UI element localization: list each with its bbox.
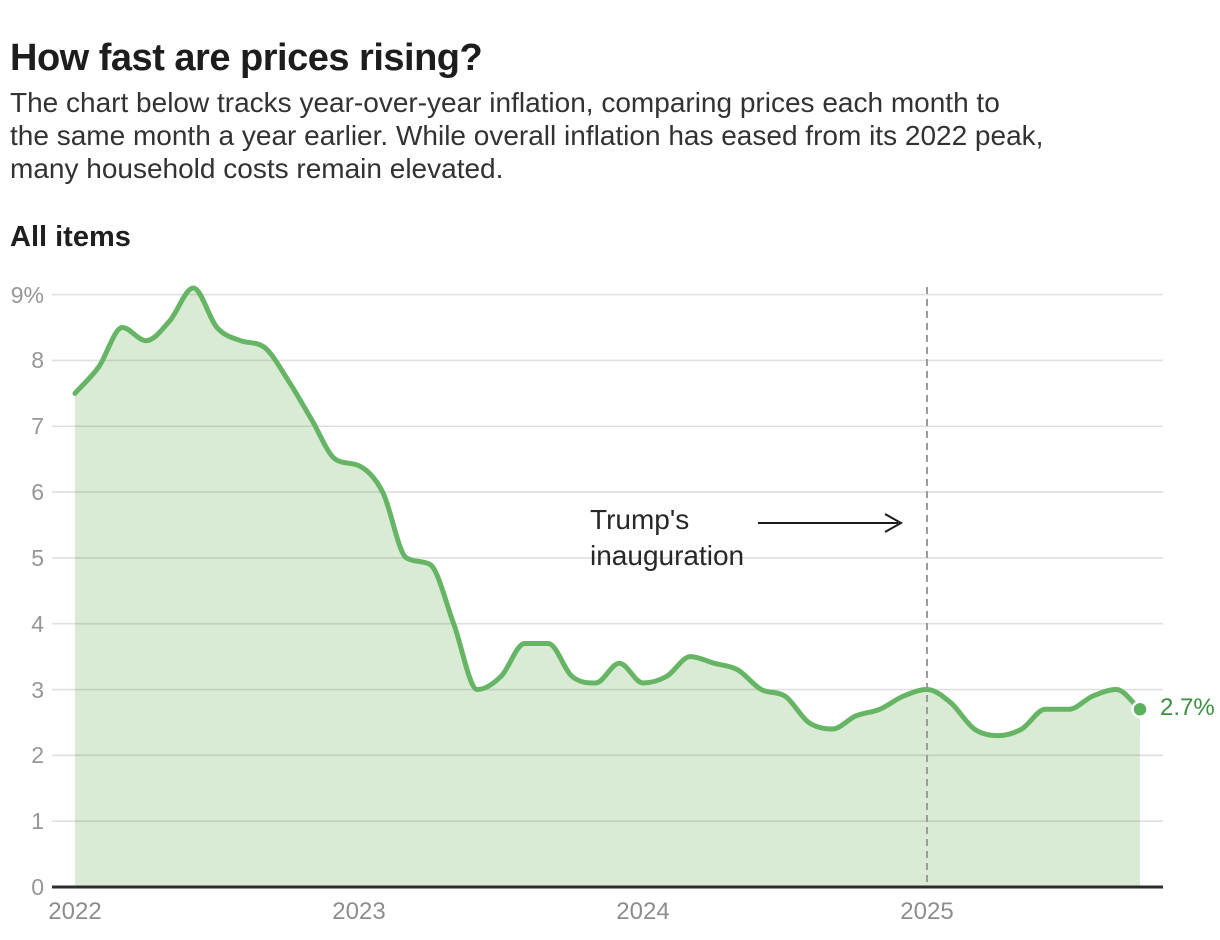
x-axis-label: 2022 — [48, 898, 102, 925]
y-axis-label: 1 — [31, 808, 44, 835]
chart-description: The chart below tracks year-over-year in… — [10, 86, 1043, 185]
series-label: All items — [10, 221, 131, 253]
page-title: How fast are prices rising? — [10, 37, 483, 80]
y-axis-label: 0 — [31, 874, 44, 900]
x-axis-label: 2024 — [616, 898, 670, 925]
annotation-line: Trump's — [590, 504, 690, 535]
area-fill — [75, 288, 1141, 887]
y-axis-label: 6 — [31, 479, 44, 506]
y-axis-label: 8 — [31, 347, 44, 374]
y-axis-label: 4 — [31, 610, 44, 637]
y-axis-label: 7 — [31, 413, 44, 440]
inauguration-annotation: Trump's inauguration — [590, 502, 744, 574]
x-axis-label: 2025 — [900, 898, 954, 925]
annotation-line: inauguration — [590, 540, 745, 571]
description-line: The chart below tracks year-over-year in… — [10, 87, 1000, 118]
y-axis-label: 3 — [31, 676, 44, 703]
end-point-dot — [1131, 700, 1149, 719]
y-axis-label: 9% — [10, 281, 44, 308]
x-axis-label: 2023 — [332, 898, 386, 925]
y-axis-label: 5 — [31, 544, 44, 571]
annotation-arrow-head — [884, 513, 904, 533]
y-axis-label: 2 — [31, 742, 44, 769]
end-value-label: 2.7% — [1160, 694, 1215, 721]
trend-line — [72, 285, 1143, 739]
description-line: many household costs remain elevated. — [10, 153, 504, 184]
description-line: the same month a year earlier. While ove… — [10, 120, 1044, 151]
